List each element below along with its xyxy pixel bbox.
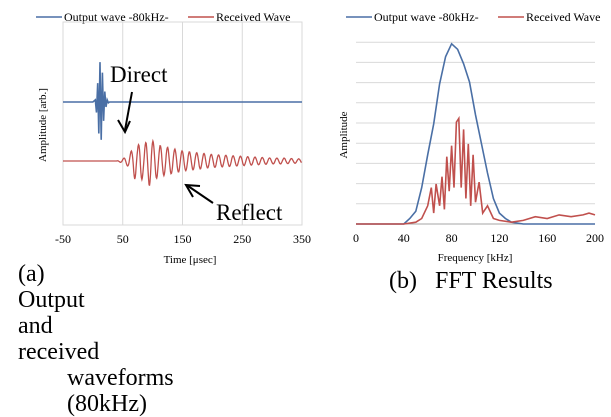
annotation-direct: Direct bbox=[110, 62, 168, 87]
arrow-reflect-icon bbox=[184, 183, 214, 204]
arrow-direct-icon bbox=[117, 91, 133, 135]
series-b bbox=[356, 42, 596, 225]
x-ticks-b: 0 40 80 120 160 200 bbox=[353, 231, 604, 245]
x-tick-label: 80 bbox=[446, 231, 458, 245]
y-axis-label-b: Amplitude bbox=[338, 111, 350, 158]
x-axis-label-b: Frequency [kHz] bbox=[438, 252, 513, 264]
annotation-reflect: Reflect bbox=[216, 200, 283, 225]
caption-a-line2: waveforms (80kHz) bbox=[18, 365, 326, 417]
caption-b: (b) FFT Results bbox=[389, 268, 553, 294]
x-tick-label: 350 bbox=[293, 232, 311, 246]
grid-a bbox=[62, 21, 303, 226]
series-received-fft bbox=[356, 115, 596, 225]
x-axis-label-a: Time [μsec] bbox=[164, 254, 217, 266]
series-a bbox=[63, 62, 303, 186]
series-received-wave bbox=[63, 138, 303, 186]
x-tick-label: -50 bbox=[55, 232, 71, 246]
x-tick-label: 160 bbox=[538, 231, 556, 245]
legend-b: Output wave -80kHz- Received Wave bbox=[346, 10, 600, 24]
panel-a: Output wave -80kHz- Received Wave -50 50 15… bbox=[36, 10, 311, 266]
legend-label: Received Wave bbox=[526, 10, 600, 24]
panel-b: Output wave -80kHz- Received Wave 0 40 80 12… bbox=[338, 10, 604, 264]
x-ticks-a: -50 50 150 250 350 bbox=[55, 232, 311, 246]
y-axis-label-a: Amplitude [arb.] bbox=[37, 88, 49, 162]
x-tick-label: 250 bbox=[233, 232, 251, 246]
legend-a: Output wave -80kHz- Received Wave bbox=[36, 10, 290, 24]
caption-a-word: (a) bbox=[18, 261, 45, 287]
figure-canvas: Output wave -80kHz- Received Wave -50 50 15… bbox=[36, 10, 604, 266]
x-tick-label: 120 bbox=[490, 231, 508, 245]
x-tick-label: 150 bbox=[174, 232, 192, 246]
x-tick-label: 40 bbox=[398, 231, 410, 245]
series-output-fft bbox=[356, 42, 595, 225]
caption-a: (a) Output and received waveforms (80kHz… bbox=[18, 261, 326, 417]
caption-a-word: (80kHz) bbox=[67, 391, 147, 417]
caption-a-word: waveforms bbox=[67, 365, 174, 391]
x-tick-label: 0 bbox=[353, 231, 359, 245]
x-tick-label: 50 bbox=[117, 232, 129, 246]
caption-a-line1: (a) Output and received bbox=[18, 261, 326, 365]
legend-label: Output wave -80kHz- bbox=[64, 10, 169, 24]
caption-a-word: and bbox=[18, 313, 53, 339]
series-output-wave bbox=[63, 62, 302, 140]
legend-label: Output wave -80kHz- bbox=[374, 10, 479, 24]
legend-label: Received Wave bbox=[216, 10, 290, 24]
caption-a-word: Output bbox=[18, 287, 85, 313]
x-tick-label: 200 bbox=[586, 231, 604, 245]
caption-a-word: received bbox=[18, 339, 100, 365]
